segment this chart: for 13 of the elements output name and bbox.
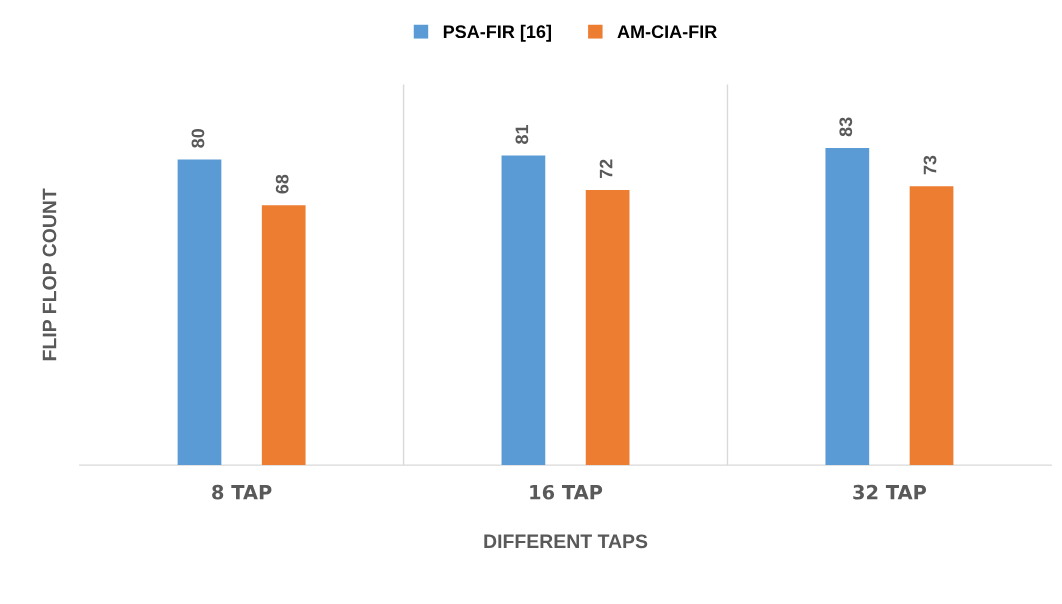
x-axis-title: DIFFERENT TAPS [484, 534, 648, 549]
data-label: 83 [839, 117, 853, 137]
legend-label: AM-CIA-FIR [617, 25, 717, 39]
data-label: 80 [191, 128, 205, 148]
data-label: 68 [275, 174, 289, 194]
x-tick-label: 16 TAP [530, 484, 603, 500]
data-label: 73 [923, 155, 937, 175]
data-label: 81 [515, 124, 529, 144]
data-label: 72 [599, 159, 613, 179]
y-axis-title: FLIP FLOP COUNT [42, 188, 57, 361]
x-tick-label: 32 TAP [853, 484, 927, 500]
legend-label: PSA-FIR [16] [443, 24, 551, 42]
x-tick-label: 8 TAP [212, 484, 272, 500]
